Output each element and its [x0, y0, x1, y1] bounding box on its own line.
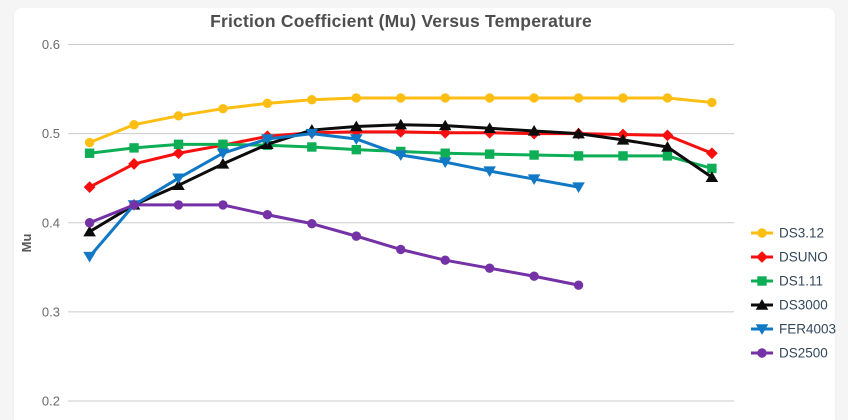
series-marker-FER4003 — [216, 148, 230, 160]
series-marker-DS3.12 — [440, 93, 450, 103]
series-marker-DS3.12 — [662, 93, 673, 103]
series-marker-DSUNO — [661, 129, 674, 142]
series-marker-DS3.12 — [262, 98, 273, 109]
series-marker-FER4003 — [83, 251, 96, 263]
series-marker-DSUNO — [172, 147, 185, 160]
series-marker-DS3.12 — [707, 97, 717, 108]
series-marker-DS2500 — [529, 271, 539, 281]
series-marker-FER4003 — [350, 134, 363, 145]
series-marker-DSUNO — [706, 147, 718, 160]
series-marker-DS3000 — [705, 171, 719, 182]
series-marker-DS1.11 — [484, 149, 495, 159]
series-marker-DSUNO — [83, 181, 96, 193]
series-marker-DS1.11 — [129, 143, 139, 153]
series-marker-FER4003 — [261, 134, 274, 145]
series-marker-DS1.11 — [173, 139, 184, 150]
series-marker-DS3000 — [83, 225, 96, 237]
series-marker-DS3.12 — [307, 95, 317, 105]
legend-swatch-DS3.12-icon[interactable] — [757, 228, 767, 238]
series-marker-DS2500 — [84, 218, 95, 228]
series-marker-DS2500 — [573, 280, 584, 290]
series-marker-DS1.11 — [662, 151, 673, 161]
y-axis-title: Mu — [19, 234, 34, 253]
y-tick-label: 0.3 — [42, 304, 60, 319]
series-marker-DS2500 — [218, 200, 228, 210]
series-line-DS2500 — [88, 203, 581, 287]
series-marker-DS3.12 — [173, 111, 184, 121]
series-marker-DS1.11 — [307, 142, 317, 152]
series-marker-DS1.11 — [618, 151, 628, 161]
series-marker-DS2500 — [307, 218, 317, 229]
series-marker-FER4003 — [305, 128, 319, 140]
series-marker-DS2500 — [173, 200, 184, 210]
chart-title: Friction Coefficient (Mu) Versus Tempera… — [210, 11, 592, 31]
series-marker-DSUNO — [394, 125, 407, 138]
legend-item-DS1.11[interactable]: DS1.11 — [779, 274, 823, 289]
series-marker-FER4003 — [438, 157, 452, 169]
series-marker-DS3000 — [572, 127, 585, 139]
series-marker-DS3.12 — [84, 137, 95, 148]
series-marker-DS3.12 — [129, 120, 139, 130]
series-marker-DS3.12 — [218, 103, 228, 114]
series-marker-DSUNO — [128, 158, 140, 170]
series-marker-DS1.11 — [573, 151, 584, 161]
legend-item-DSUNO[interactable]: DSUNO — [779, 250, 828, 265]
series-marker-DS3000 — [483, 122, 496, 133]
legend-swatch-DS3000-icon[interactable] — [755, 299, 769, 310]
series-marker-DS1.11 — [707, 163, 717, 174]
series-marker-DS3000 — [661, 141, 674, 152]
series-marker-FER4003 — [483, 166, 496, 177]
series-marker-DS2500 — [440, 255, 450, 265]
series-marker-DS1.11 — [351, 144, 361, 155]
legend-item-DS3000[interactable]: DS3000 — [779, 298, 828, 313]
series-marker-DS1.11 — [84, 148, 95, 158]
series-marker-DS1.11 — [529, 150, 539, 160]
legend-swatch-DS1.11-icon[interactable] — [757, 276, 767, 286]
y-tick-label: 0.5 — [42, 126, 60, 141]
legend-swatch-DS2500-icon[interactable] — [757, 348, 767, 358]
series-marker-DS3.12 — [351, 93, 361, 103]
y-tick-label: 0.6 — [42, 37, 60, 52]
legend-item-DS3.12[interactable]: DS3.12 — [779, 226, 824, 241]
series-marker-DS3.12 — [484, 93, 495, 103]
series-marker-DS1.11 — [440, 148, 450, 158]
series-marker-DS3000 — [527, 125, 541, 136]
series-marker-DS3000 — [394, 118, 408, 130]
series-marker-DS3000 — [350, 120, 363, 132]
y-tick-label: 0.4 — [42, 215, 60, 230]
legend-swatch-FER4003-icon[interactable] — [755, 324, 769, 335]
legend-item-DS2500[interactable]: DS2500 — [779, 346, 828, 361]
series-marker-FER4003 — [394, 150, 408, 161]
series-marker-DS2500 — [262, 210, 273, 220]
series-marker-DS2500 — [396, 244, 406, 255]
series-marker-FER4003 — [527, 174, 541, 185]
series-marker-DS2500 — [129, 200, 139, 210]
series-marker-DS3.12 — [618, 93, 628, 103]
series-marker-DS2500 — [484, 263, 495, 273]
series-marker-DS3000 — [616, 133, 630, 145]
series-marker-DS2500 — [351, 231, 361, 241]
series-marker-FER4003 — [572, 182, 585, 193]
legend-swatch-DSUNO-icon[interactable] — [756, 251, 768, 263]
y-tick-label: 0.2 — [42, 394, 60, 409]
series-marker-DS1.11 — [218, 139, 228, 150]
series-marker-DS3000 — [438, 119, 452, 131]
chart-card — [14, 8, 835, 420]
legend-item-FER4003[interactable]: FER4003 — [779, 322, 836, 337]
series-marker-DS3.12 — [573, 93, 584, 103]
series-marker-DS3.12 — [396, 93, 406, 103]
series-line-FER4003 — [88, 132, 581, 259]
series-marker-DS3000 — [172, 179, 185, 191]
series-marker-FER4003 — [172, 173, 185, 185]
series-marker-DS3.12 — [529, 93, 539, 103]
series-marker-DS3000 — [216, 158, 230, 169]
